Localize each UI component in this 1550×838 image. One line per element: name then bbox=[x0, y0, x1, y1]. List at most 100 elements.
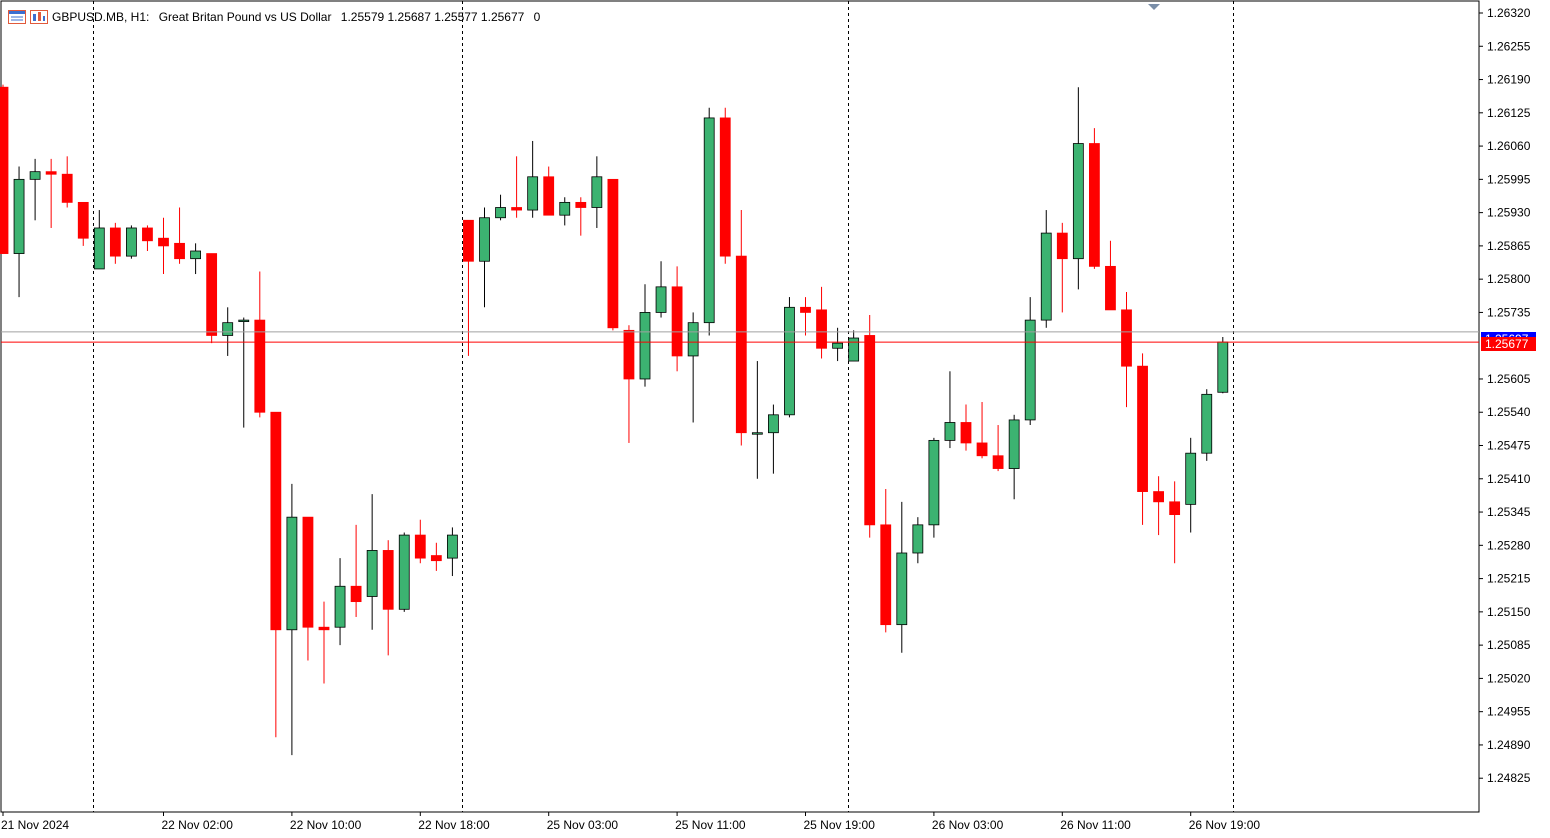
bull-candle-body bbox=[559, 201, 571, 216]
candle bbox=[703, 107, 715, 336]
candle bbox=[687, 312, 699, 423]
candle bbox=[109, 222, 121, 264]
bear-candle-body bbox=[1105, 265, 1116, 311]
bear-candle-body bbox=[575, 201, 587, 208]
bear-candle-body bbox=[414, 534, 426, 559]
indicator-icon[interactable] bbox=[30, 10, 48, 24]
bear-candle-body bbox=[109, 227, 121, 257]
candle bbox=[832, 327, 843, 362]
x-tick-label: 25 Nov 19:00 bbox=[804, 818, 876, 832]
y-tick-label: 1.25540 bbox=[1487, 405, 1531, 419]
volume-value: 0 bbox=[533, 10, 541, 24]
bull-candle-body bbox=[366, 550, 378, 597]
bull-candle-body bbox=[495, 207, 506, 219]
candle bbox=[463, 219, 474, 356]
y-tick-label: 1.25995 bbox=[1487, 172, 1531, 186]
candle bbox=[190, 243, 202, 275]
symbol-label: GBPUSD.MB, H1: bbox=[52, 10, 150, 24]
bear-candle-body bbox=[254, 319, 266, 413]
bull-candle-body bbox=[190, 250, 202, 260]
candle bbox=[29, 158, 41, 221]
candle bbox=[543, 166, 555, 216]
chart-window-icon[interactable] bbox=[8, 10, 26, 24]
bear-candle-body bbox=[382, 550, 394, 610]
bull-candle-body bbox=[928, 439, 940, 526]
y-tick-label: 1.26320 bbox=[1487, 6, 1531, 20]
candle bbox=[527, 140, 539, 218]
candle bbox=[1024, 297, 1036, 426]
y-tick-label: 1.26125 bbox=[1487, 106, 1531, 120]
bull-candle-body bbox=[13, 178, 25, 254]
candle bbox=[1089, 128, 1100, 269]
bear-candle-body bbox=[270, 411, 282, 631]
x-tick-label: 26 Nov 19:00 bbox=[1189, 818, 1261, 832]
bull-candle-body bbox=[639, 312, 651, 380]
bull-candle-body bbox=[29, 171, 41, 180]
candle bbox=[318, 601, 330, 684]
bull-candle-body bbox=[896, 552, 908, 626]
bull-candle-body bbox=[446, 534, 458, 559]
chart-header: GBPUSD.MB, H1: Great Britan Pound vs US … bbox=[8, 8, 546, 26]
ohlc-values: 1.25579 1.25687 1.25577 1.25677 bbox=[340, 10, 525, 24]
bull-candle-body bbox=[944, 422, 956, 441]
y-tick-label: 1.26255 bbox=[1487, 39, 1531, 53]
bear-candle-body bbox=[158, 237, 169, 247]
candle bbox=[655, 261, 667, 318]
candle bbox=[1105, 240, 1116, 311]
candle bbox=[864, 314, 876, 538]
candle bbox=[45, 158, 57, 228]
candle bbox=[896, 501, 908, 653]
candle bbox=[575, 197, 587, 236]
candle bbox=[816, 286, 827, 359]
bear-candle-body bbox=[350, 585, 362, 603]
bear-candle-body bbox=[1056, 232, 1068, 260]
bull-candle-body bbox=[912, 524, 924, 554]
y-tick-label: 1.25475 bbox=[1487, 439, 1531, 453]
candle bbox=[623, 325, 635, 443]
bear-candle-body bbox=[0, 86, 9, 254]
bear-candle-body bbox=[45, 171, 57, 175]
candle bbox=[1185, 437, 1197, 533]
bear-candle-body bbox=[800, 306, 811, 313]
y-tick-label: 1.25605 bbox=[1487, 372, 1531, 386]
bull-candle-body bbox=[479, 217, 490, 262]
y-tick-label: 1.24890 bbox=[1487, 738, 1531, 752]
bear-candle-body bbox=[206, 253, 218, 336]
candle bbox=[928, 437, 940, 538]
x-tick-label: 25 Nov 03:00 bbox=[547, 818, 619, 832]
candle bbox=[944, 371, 956, 449]
candle bbox=[1137, 353, 1148, 525]
candle bbox=[126, 225, 137, 259]
bear-candle-body bbox=[430, 555, 442, 562]
bear-candle-body bbox=[1121, 309, 1132, 367]
y-tick-label: 1.25085 bbox=[1487, 638, 1531, 652]
y-tick-label: 1.25150 bbox=[1487, 605, 1531, 619]
candle bbox=[0, 84, 9, 254]
bear-candle-body bbox=[880, 524, 892, 626]
bear-candle-body bbox=[61, 173, 73, 203]
bear-candle-body bbox=[302, 516, 314, 628]
chart-shift-marker[interactable] bbox=[1148, 4, 1160, 10]
bear-candle-body bbox=[463, 219, 474, 262]
candle bbox=[960, 404, 972, 451]
candle bbox=[591, 156, 603, 228]
bear-candle-body bbox=[174, 242, 185, 260]
candle bbox=[800, 297, 811, 336]
candle bbox=[1008, 414, 1020, 500]
candle bbox=[1201, 389, 1213, 461]
bull-candle-body bbox=[1040, 232, 1052, 321]
x-tick-label: 22 Nov 02:00 bbox=[162, 818, 234, 832]
bull-candle-body bbox=[1072, 143, 1084, 260]
candle bbox=[398, 532, 410, 612]
y-tick-label: 1.25410 bbox=[1487, 472, 1531, 486]
bear-candle-body bbox=[318, 626, 330, 631]
bull-candle-body bbox=[703, 117, 715, 324]
bull-candle-body bbox=[1008, 419, 1020, 469]
bull-candle-body bbox=[591, 176, 603, 208]
x-tick-label: 25 Nov 11:00 bbox=[675, 818, 746, 832]
bull-candle-body bbox=[238, 319, 250, 323]
bear-candle-body bbox=[1169, 501, 1181, 516]
bear-candle-body bbox=[816, 309, 827, 349]
bid-price-tag: 1.25677 bbox=[1481, 337, 1536, 351]
